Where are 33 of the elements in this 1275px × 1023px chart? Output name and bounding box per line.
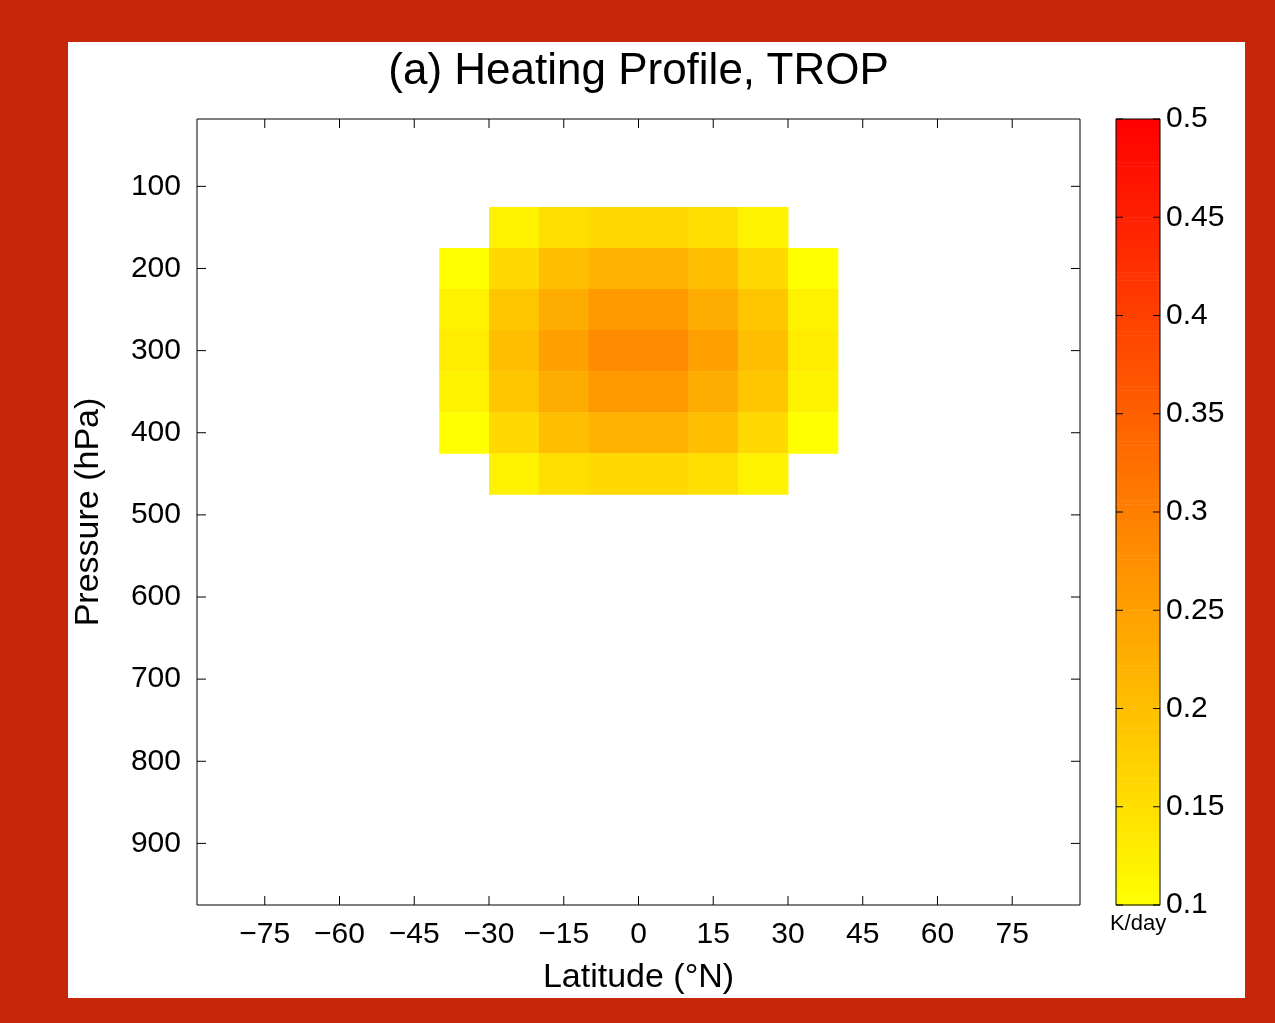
x-tick-label: 15 [696, 916, 730, 950]
color-bar-label: 0.1 [1166, 886, 1208, 920]
color-bar-label: 0.35 [1166, 395, 1225, 429]
y-tick-label: 600 [130, 578, 181, 612]
x-tick-label: 45 [846, 916, 880, 950]
color-bar-title: K/day [1109, 910, 1167, 936]
x-tick-label: 30 [771, 916, 805, 950]
color-bar-label: 0.3 [1166, 493, 1208, 527]
y-axis-title: Pressure (hPa) [66, 397, 105, 627]
color-bar-label: 0.5 [1166, 100, 1208, 134]
color-bar-label: 0.4 [1166, 296, 1208, 330]
y-tick-label: 800 [130, 742, 181, 776]
color-bar-label: 0.45 [1166, 198, 1225, 232]
y-tick-label: 900 [130, 824, 181, 858]
x-tick-label: −60 [314, 916, 365, 950]
x-tick-label: −75 [239, 916, 291, 950]
chart-title: (a) Heating Profile, TROP [388, 44, 889, 94]
x-axis-title: Latitude (°N) [542, 955, 735, 994]
y-tick-label: 300 [130, 331, 181, 365]
y-tick-label: 100 [130, 167, 181, 201]
x-tick-label: 60 [920, 916, 955, 950]
x-tick-label: −15 [538, 916, 590, 950]
x-tick-label: 0 [630, 916, 647, 950]
y-tick-label: 200 [130, 249, 181, 283]
x-tick-label: −30 [463, 916, 515, 950]
color-bar-label: 0.25 [1166, 591, 1225, 625]
y-tick-label: 500 [130, 496, 181, 530]
x-tick-label: 75 [995, 916, 1029, 950]
color-bar-label: 0.2 [1166, 689, 1208, 723]
x-tick-label: −45 [388, 916, 440, 950]
y-tick-label: 400 [130, 414, 181, 448]
y-tick-label: 700 [130, 660, 181, 694]
color-bar-label: 0.15 [1166, 788, 1225, 822]
